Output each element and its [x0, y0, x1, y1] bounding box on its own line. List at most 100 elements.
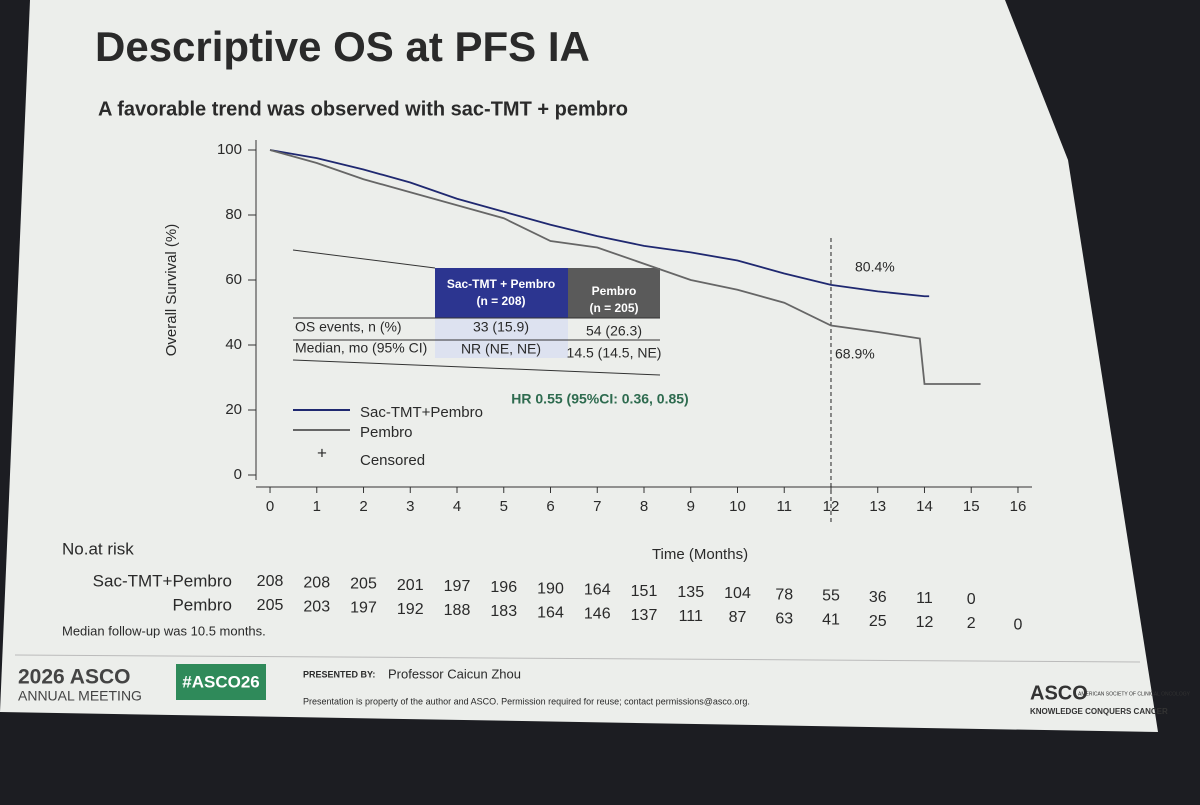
hashtag: #ASCO26: [182, 672, 259, 691]
at-risk-count: 190: [537, 580, 564, 597]
x-tick-label: 2: [359, 498, 367, 515]
at-risk-count: 36: [869, 589, 887, 606]
y-tick-label: 80: [225, 206, 242, 223]
x-tick-label: 1: [313, 498, 321, 515]
inset-rule: [292, 359, 661, 376]
x-tick-label: 16: [1010, 498, 1027, 515]
censor-symbol: +: [317, 443, 327, 462]
y-tick-label: 60: [225, 271, 242, 288]
presented-by: PRESENTED BY:: [303, 669, 375, 679]
at-risk-count: 205: [257, 597, 284, 614]
at-risk-title: No.at risk: [62, 539, 134, 558]
x-tick-label: 9: [687, 498, 695, 515]
notice: Presentation is property of the author a…: [303, 696, 750, 706]
x-tick-label: 4: [453, 498, 461, 515]
at-risk-count: 146: [584, 606, 611, 623]
at-risk-count: 205: [350, 576, 377, 593]
hashtag-box: [176, 664, 266, 700]
x-tick-label: 3: [406, 498, 414, 515]
at-risk-count: 151: [631, 583, 658, 600]
at-risk-count: 164: [537, 604, 564, 621]
at-risk-count: 0: [967, 591, 976, 608]
legend-label: Sac-TMT+Pembro: [360, 404, 483, 421]
x-tick-label: 8: [640, 498, 648, 515]
at-risk-count: 0: [1014, 616, 1023, 633]
at-risk-count: 11: [916, 590, 933, 607]
x-tick-label: 11: [776, 498, 792, 515]
cell: 54 (26.3): [586, 323, 642, 339]
at-risk-count: 197: [444, 578, 471, 595]
x-tick-label: 6: [546, 498, 554, 515]
header-cell: [435, 268, 568, 318]
header-text: (n = 205): [589, 301, 638, 315]
at-risk-count: 25: [869, 613, 887, 630]
footnote: Median follow-up was 10.5 months.: [62, 623, 266, 638]
at-risk-count: 12: [916, 614, 934, 631]
annotation: 68.9%: [835, 346, 875, 362]
at-risk-count: 41: [822, 612, 840, 629]
legend-label: Censored: [360, 452, 425, 469]
header-text: Pembro: [592, 284, 637, 298]
y-tick-label: 20: [225, 401, 242, 418]
row-label: Median, mo (95% CI): [295, 340, 427, 356]
at-risk-count: 208: [257, 573, 284, 590]
row-label: OS events, n (%): [295, 319, 402, 335]
at-risk-count: 208: [303, 574, 330, 591]
cell: NR (NE, NE): [461, 341, 541, 357]
meeting-name: ANNUAL MEETING: [18, 688, 142, 704]
at-risk-name: Pembro: [172, 595, 232, 614]
at-risk-count: 104: [724, 585, 751, 602]
society: AMERICAN SOCIETY OF CLINICAL ONCOLOGY: [1078, 691, 1191, 697]
cell: 33 (15.9): [473, 319, 529, 335]
cell: 14.5 (14.5, NE): [567, 345, 662, 361]
x-axis-label: Time (Months): [652, 546, 748, 563]
x-tick-label: 14: [916, 498, 933, 515]
x-tick-label: 7: [593, 498, 601, 515]
legend-label: Pembro: [360, 424, 413, 441]
x-tick-label: 13: [869, 498, 886, 515]
at-risk-count: 55: [822, 588, 840, 605]
hazard-ratio: HR 0.55 (95%CI: 0.36, 0.85): [511, 391, 688, 407]
tagline: KNOWLEDGE CONQUERS CANCER: [1030, 707, 1168, 716]
at-risk-count: 87: [729, 609, 747, 626]
x-tick-label: 10: [729, 498, 746, 515]
at-risk-count: 203: [303, 598, 330, 615]
at-risk-count: 197: [350, 600, 377, 617]
header-text: Sac-TMT + Pembro: [447, 277, 555, 291]
y-tick-label: 0: [234, 466, 242, 483]
slide: [0, 0, 1158, 732]
presenter: Professor Caicun Zhou: [388, 666, 521, 681]
y-axis-label: Overall Survival (%): [163, 224, 180, 357]
x-tick-label: 5: [500, 498, 508, 515]
x-tick-label: 0: [266, 498, 274, 515]
title: Descriptive OS at PFS IA: [95, 23, 590, 70]
at-risk-count: 164: [584, 582, 611, 599]
at-risk-name: Sac-TMT+Pembro: [93, 571, 232, 590]
at-risk-count: 78: [775, 586, 793, 603]
subtitle: A favorable trend was observed with sac-…: [98, 98, 628, 120]
at-risk-count: 196: [490, 579, 517, 596]
y-tick-label: 100: [217, 141, 242, 158]
meeting-year: 2026 ASCO: [18, 666, 130, 689]
at-risk-count: 188: [444, 602, 471, 619]
x-tick-label: 15: [963, 498, 980, 515]
at-risk-count: 135: [677, 584, 704, 601]
header-cell: [568, 268, 660, 318]
at-risk-count: 137: [631, 607, 658, 624]
at-risk-count: 183: [490, 603, 517, 620]
inset-rule: [292, 249, 436, 269]
annotation: 80.4%: [855, 259, 895, 275]
at-risk-count: 201: [397, 577, 424, 594]
logo: ASCO: [1030, 682, 1088, 704]
at-risk-count: 2: [967, 615, 976, 632]
body-cell: [435, 318, 568, 358]
y-tick-label: 40: [225, 336, 242, 353]
footer-rule: [14, 654, 1141, 663]
at-risk-count: 63: [775, 610, 793, 627]
at-risk-count: 192: [397, 601, 424, 618]
survival-curve: [269, 149, 930, 298]
at-risk-count: 111: [679, 608, 703, 625]
survival-curve: [269, 149, 981, 385]
header-text: (n = 208): [476, 294, 525, 308]
